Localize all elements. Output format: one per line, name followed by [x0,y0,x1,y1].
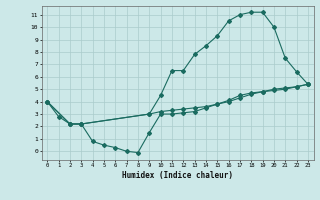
X-axis label: Humidex (Indice chaleur): Humidex (Indice chaleur) [122,171,233,180]
